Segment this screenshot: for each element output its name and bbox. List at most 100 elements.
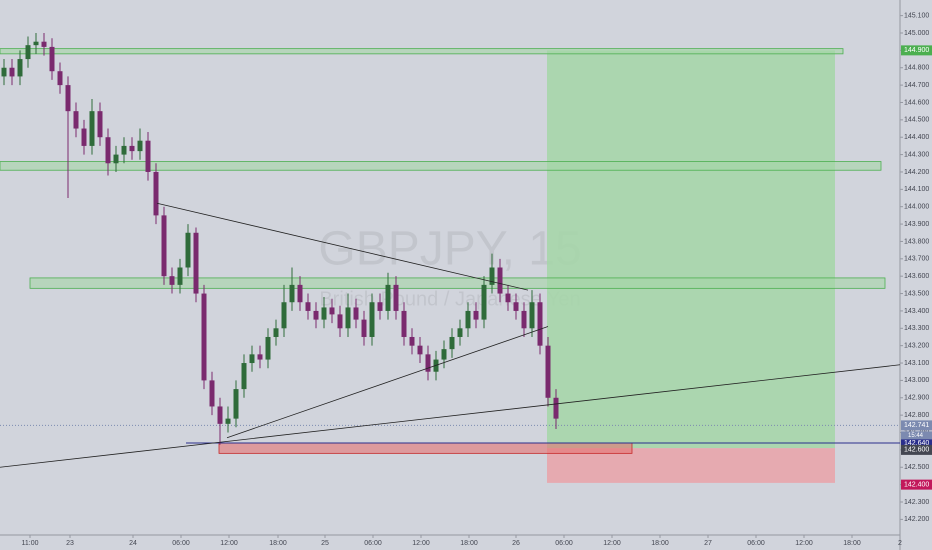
- trendline: [0, 364, 901, 468]
- price-label: 142.741: [904, 422, 929, 429]
- candle-body: [265, 336, 271, 360]
- candle-body: [313, 310, 319, 320]
- candle-body: [25, 45, 31, 60]
- y-tick-label: 144.300: [904, 151, 929, 158]
- candle-body: [257, 354, 263, 360]
- candle-body: [465, 310, 471, 329]
- y-tick-label: 145.000: [904, 30, 929, 37]
- x-tick-label: 12:00: [412, 540, 430, 547]
- y-tick-label: 144.500: [904, 117, 929, 124]
- candle-body: [281, 302, 287, 329]
- price-label-box: [901, 45, 932, 56]
- x-tick-label: 12:00: [603, 540, 621, 547]
- y-tick-label: 144.400: [904, 134, 929, 141]
- candle-body: [297, 284, 303, 303]
- x-tick-label: 27: [704, 540, 712, 547]
- x-tick-label: 25: [321, 540, 329, 547]
- price-label-box: [901, 444, 932, 455]
- candle-body: [185, 232, 191, 268]
- candle-body: [481, 284, 487, 320]
- candle-body: [545, 345, 551, 398]
- x-tick-label: 12:00: [220, 540, 238, 547]
- price-label: 142.400: [904, 481, 929, 488]
- y-tick-label: 144.800: [904, 65, 929, 72]
- candle-body: [33, 41, 39, 46]
- y-tick-label: 143.700: [904, 256, 929, 263]
- x-tick-label: 06:00: [172, 540, 190, 547]
- countdown: 15:44: [908, 433, 924, 439]
- price-label-box: [901, 479, 932, 490]
- candle-body: [49, 46, 55, 72]
- x-tick-label: 24: [129, 540, 137, 547]
- y-tick-label: 144.600: [904, 99, 929, 106]
- candle-body: [73, 111, 79, 129]
- candle-body: [497, 267, 503, 294]
- candle-body: [513, 302, 519, 311]
- y-tick-label: 143.200: [904, 343, 929, 350]
- candle-body: [169, 276, 175, 285]
- y-tick-label: 143.900: [904, 221, 929, 228]
- candle-body: [1, 67, 7, 77]
- y-tick-label: 145.100: [904, 12, 929, 19]
- x-tick-label: 06:00: [364, 540, 382, 547]
- candle-body: [353, 307, 359, 320]
- zone: [0, 161, 882, 171]
- zone: [29, 277, 886, 289]
- candle-body: [401, 310, 407, 337]
- candle-body: [409, 336, 415, 346]
- candle-body: [361, 319, 367, 337]
- candle-body: [57, 71, 63, 86]
- x-tick-label: 12:00: [795, 540, 813, 547]
- x-tick-label: 06:00: [555, 540, 573, 547]
- candle-body: [489, 267, 495, 285]
- candle-body: [289, 284, 295, 303]
- candle-body: [337, 314, 343, 329]
- zone: [218, 442, 633, 454]
- candle-body: [553, 397, 559, 419]
- candle-body: [425, 354, 431, 372]
- candle-body: [129, 145, 135, 152]
- x-tick-label: 2: [898, 540, 902, 547]
- x-tick-label: 18:00: [651, 540, 669, 547]
- price-label-box: [901, 420, 932, 431]
- candle-body: [385, 284, 391, 311]
- y-tick-label: 143.000: [904, 377, 929, 384]
- candle-body: [113, 154, 119, 164]
- candle-body: [393, 284, 399, 311]
- candle-body: [329, 307, 335, 315]
- candle-body: [449, 336, 455, 350]
- candle-body: [17, 59, 23, 77]
- candle-body: [537, 302, 543, 346]
- zone: [0, 48, 844, 55]
- candle-body: [209, 380, 215, 407]
- candle-body: [97, 111, 103, 138]
- x-tick-label: 18:00: [460, 540, 478, 547]
- candle-body: [217, 406, 223, 424]
- candle-body: [505, 293, 511, 303]
- candle-body: [121, 145, 127, 155]
- watermark-title: GBPJPY, 15: [318, 223, 581, 276]
- y-tick-label: 142.900: [904, 395, 929, 402]
- x-tick-label: 26: [512, 540, 520, 547]
- trendline: [226, 326, 549, 439]
- y-tick-label: 144.700: [904, 82, 929, 89]
- candle-body: [233, 389, 239, 419]
- candle-body: [417, 345, 423, 355]
- y-tick-label: 143.400: [904, 308, 929, 315]
- x-tick-label: 23: [66, 540, 74, 547]
- candle-body: [81, 128, 87, 146]
- candle-body: [521, 310, 527, 329]
- candle-body: [377, 302, 383, 311]
- countdown-box: [901, 431, 932, 440]
- candle-body: [441, 349, 447, 360]
- candle-body: [241, 363, 247, 390]
- y-tick-label: 144.000: [904, 204, 929, 211]
- y-tick-label: 143.600: [904, 273, 929, 280]
- candle-body: [89, 111, 95, 146]
- candle-body: [249, 354, 255, 364]
- x-tick-label: 18:00: [269, 540, 287, 547]
- candle-body: [321, 307, 327, 320]
- price-label: 144.900: [904, 47, 929, 54]
- y-tick-label: 142.500: [904, 464, 929, 471]
